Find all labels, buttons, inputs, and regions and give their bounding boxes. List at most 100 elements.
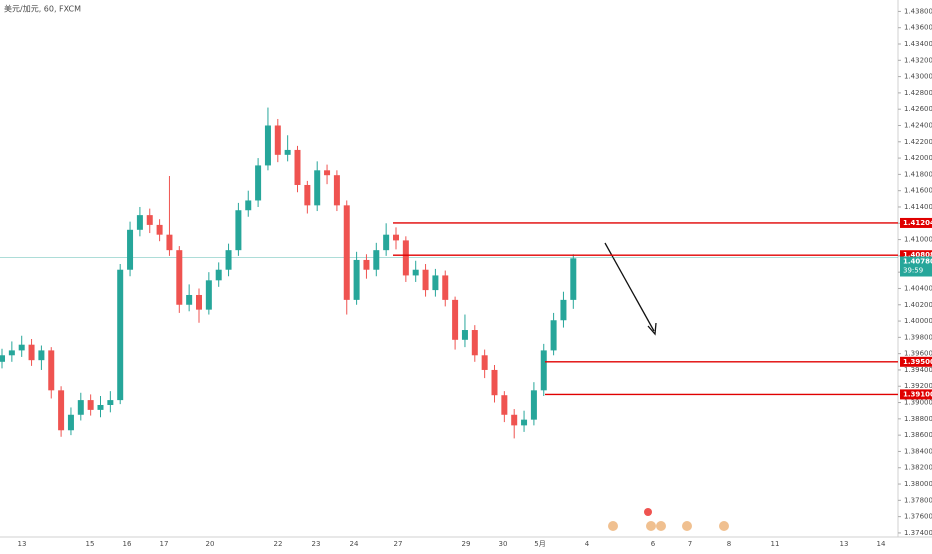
candle-body xyxy=(38,350,45,361)
y-tick-label: 1.37400 xyxy=(904,529,932,537)
candle-body xyxy=(284,149,291,155)
candle-body xyxy=(343,205,350,300)
price-label-bg xyxy=(900,256,932,277)
candle-body xyxy=(8,350,15,356)
level-label-bg xyxy=(900,356,932,367)
candle-body xyxy=(18,344,25,351)
y-tick-label: 1.39600 xyxy=(904,350,932,358)
x-tick-label: 27 xyxy=(394,540,403,548)
x-tick-label: 17 xyxy=(160,540,169,548)
x-tick-label: 16 xyxy=(123,540,132,548)
candle-body xyxy=(560,299,567,321)
candle-body xyxy=(481,355,488,370)
candle-body xyxy=(422,269,429,291)
candle-body xyxy=(333,175,340,206)
x-tick-label: 11 xyxy=(771,540,780,548)
candle-body xyxy=(107,400,114,405)
candle-body xyxy=(127,229,134,270)
candle-body xyxy=(294,149,301,185)
x-tick-label: 22 xyxy=(274,540,283,548)
y-tick-label: 1.41600 xyxy=(904,187,932,195)
candle-body xyxy=(0,355,5,362)
candle-body xyxy=(235,210,242,251)
y-tick-label: 1.42800 xyxy=(904,89,932,97)
candle-body xyxy=(393,234,399,241)
y-tick-label: 1.38000 xyxy=(904,480,932,488)
x-tick-label: 20 xyxy=(206,540,215,548)
y-tick-label: 1.39400 xyxy=(904,366,932,374)
y-tick-label: 1.37800 xyxy=(904,496,932,504)
y-tick-label: 1.39000 xyxy=(904,399,932,407)
level-label: 1.39100 xyxy=(903,390,932,398)
candle-body xyxy=(373,250,380,270)
candle-body xyxy=(324,170,331,176)
candle-body xyxy=(97,404,104,410)
y-tick-label: 1.38200 xyxy=(904,464,932,472)
level-label: 1.40808 xyxy=(903,251,932,259)
candle-body xyxy=(452,299,459,340)
y-tick-label: 1.38800 xyxy=(904,415,932,423)
y-tick-label: 1.41800 xyxy=(904,170,932,178)
chart-title: 美元/加元, 60, FXCM xyxy=(4,4,81,14)
candle-body xyxy=(521,419,528,426)
level-label-bg xyxy=(900,217,932,228)
x-tick-label: 15 xyxy=(86,540,95,548)
candle-body xyxy=(225,250,232,270)
candle-body xyxy=(58,390,65,431)
candle-body xyxy=(28,344,35,361)
x-tick-label: 13 xyxy=(18,540,27,548)
candle-body xyxy=(205,280,212,310)
event-icon xyxy=(719,521,729,531)
candle-body xyxy=(530,390,537,420)
candle-body xyxy=(136,215,143,230)
candle-body xyxy=(215,269,222,281)
y-tick-label: 1.43000 xyxy=(904,73,932,81)
candle-body xyxy=(540,350,547,391)
x-tick-label: 4 xyxy=(585,540,590,548)
x-tick-label: 6 xyxy=(651,540,656,548)
x-tick-label: 13 xyxy=(840,540,849,548)
x-tick-label: 29 xyxy=(462,540,471,548)
candle-body xyxy=(304,184,311,206)
candle-body xyxy=(550,320,557,351)
candle-body xyxy=(196,294,202,310)
x-tick-label: 30 xyxy=(499,540,508,548)
candle-body xyxy=(146,215,153,225)
current-price-label: 1.40780 xyxy=(903,257,932,265)
candle-body xyxy=(383,234,390,251)
y-tick-label: 1.42400 xyxy=(904,121,932,129)
candle-body xyxy=(314,170,321,206)
level-label: 1.41204 xyxy=(903,219,932,227)
candle-body xyxy=(274,125,281,155)
candle-body xyxy=(363,259,370,270)
candle-body xyxy=(245,200,252,211)
y-tick-label: 1.39800 xyxy=(904,333,932,341)
candle-body xyxy=(471,330,478,356)
candle-body xyxy=(67,414,74,431)
y-tick-label: 1.40400 xyxy=(904,284,932,292)
candle-body xyxy=(77,400,84,415)
y-tick-label: 1.38400 xyxy=(904,447,932,455)
y-tick-label: 1.43400 xyxy=(904,40,932,48)
y-tick-label: 1.43600 xyxy=(904,24,932,32)
y-tick-label: 1.42600 xyxy=(904,105,932,113)
x-tick-label: 14 xyxy=(877,540,886,548)
candle-body xyxy=(48,350,55,391)
event-icon xyxy=(646,521,656,531)
candle-body xyxy=(432,275,439,291)
y-tick-label: 1.41400 xyxy=(904,203,932,211)
y-tick-label: 1.42200 xyxy=(904,138,932,146)
y-tick-label: 1.37600 xyxy=(904,513,932,521)
x-tick-label: 23 xyxy=(312,540,321,548)
x-tick-label: 7 xyxy=(688,540,692,548)
candle-body xyxy=(166,234,173,251)
y-tick-label: 1.41000 xyxy=(904,236,932,244)
candle-body xyxy=(570,258,577,300)
x-tick-label: 8 xyxy=(727,540,731,548)
candle-body xyxy=(402,240,409,276)
candle-body xyxy=(491,369,498,396)
event-icons xyxy=(608,508,729,531)
y-tick-label: 1.43800 xyxy=(904,7,932,15)
candle-body xyxy=(412,269,419,276)
